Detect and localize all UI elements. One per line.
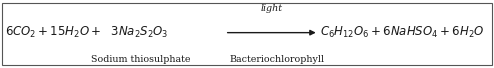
Text: light: light: [261, 4, 283, 13]
Text: Bacteriochlorophyll: Bacteriochlorophyll: [229, 55, 324, 64]
Text: $C_6H_{12}O_6 + 6NaHSO_4 + 6H_2O$: $C_6H_{12}O_6 + 6NaHSO_4 + 6H_2O$: [320, 25, 485, 40]
Text: Sodium thiosulphate: Sodium thiosulphate: [91, 55, 191, 64]
Text: $6CO_2 + 15H_2O +\ \ 3Na_2S_2O_3$: $6CO_2 + 15H_2O +\ \ 3Na_2S_2O_3$: [5, 25, 168, 40]
